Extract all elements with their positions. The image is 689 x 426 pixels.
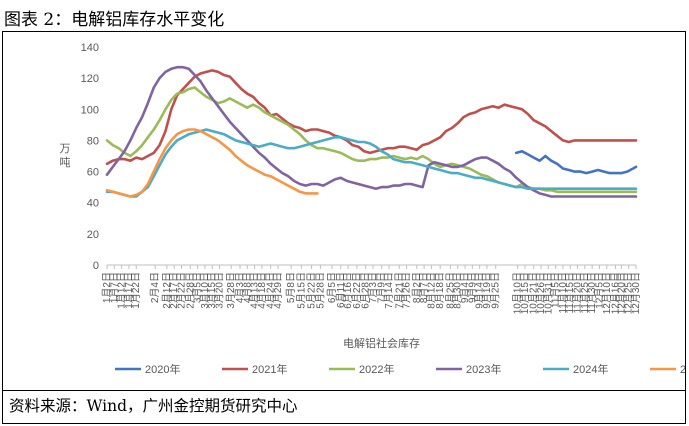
y-axis-label-2: 吨	[60, 156, 71, 169]
series-line-2023年	[105, 65, 638, 198]
figure-title: 图表 2：电解铝库存水平变化	[4, 10, 225, 30]
x-tick-label: 3月15日	[206, 272, 218, 309]
x-tick-label: 6月28日	[360, 272, 372, 309]
x-tick-label: 8月12日	[425, 272, 437, 309]
y-tick-label: 60	[87, 167, 99, 179]
x-tick-label: 10月26日	[535, 272, 547, 314]
x-tick-label: 3月10日	[199, 272, 211, 309]
x-tick-label: 6月22日	[351, 272, 363, 309]
x-tick-label: 11月30日	[586, 272, 598, 314]
x-tick-label: 4月24日	[265, 272, 277, 309]
x-tick-label: 8月30日	[452, 272, 464, 309]
x-tick-label: 6月11日	[335, 272, 347, 308]
series-lines	[105, 65, 638, 198]
x-tick-label: 5月8日	[285, 272, 297, 303]
y-tick-label: 40	[87, 198, 99, 210]
x-tick-label: 11月5日	[550, 272, 562, 308]
x-tick-label: 4月29日	[272, 272, 284, 309]
x-tick-label: 1月2日	[101, 272, 113, 303]
x-tick-label: 12月30日	[630, 272, 642, 314]
x-tick-label: 2月4日	[149, 272, 161, 303]
x-tick-label: 10月31日	[542, 272, 554, 314]
x-tick-label: 9月14日	[474, 272, 486, 309]
x-tick-label: 11月10日	[557, 272, 569, 314]
legend: 2020年 2021年 2022年 2023年 2024年 2025年	[115, 362, 685, 376]
x-tick-label: 12月25日	[623, 272, 635, 314]
x-tick-label: 4月3日	[234, 272, 246, 303]
x-tick-label: 8月25日	[444, 272, 456, 309]
legend-label: 2024年	[573, 362, 608, 376]
series-line-2024年	[105, 128, 638, 198]
y-axis-ticks: 0 20 40 60 80 100 120 140	[81, 42, 99, 272]
series-line-2025年	[105, 128, 319, 198]
x-axis-label: 电解铝社会库存	[343, 336, 420, 350]
x-tick-label: 12月10日	[601, 272, 613, 314]
x-tick-label: 2月17日	[168, 272, 180, 309]
x-tick-label: 10月15日	[519, 272, 531, 314]
x-tick-label: 5月28日	[314, 272, 326, 309]
x-tick-label: 12月20日	[615, 272, 627, 314]
legend-label: 2021年	[252, 362, 287, 376]
x-tick-label: 4月13日	[249, 272, 261, 309]
x-tick-label: 9月25日	[490, 272, 502, 309]
chart-frame: 0 20 40 60 80 100 120 140 1月2日 1月7日 1月12日 1月17日 1月2…	[2, 31, 686, 391]
y-tick-label: 120	[81, 73, 99, 85]
x-tick-label: 10月21日	[528, 272, 540, 314]
x-tick-label: 5月15日	[295, 272, 307, 309]
x-tick-label: 1月17日	[123, 272, 135, 309]
x-tick-label: 2月22日	[176, 272, 188, 309]
x-tick-label: 7月21日	[393, 272, 405, 309]
x-tick-label: 3月5日	[192, 272, 204, 303]
y-axis-label-1: 万	[60, 143, 71, 155]
y-tick-label: 80	[87, 135, 99, 147]
x-tick-label: 11月15日	[564, 272, 576, 314]
x-tick-label: 11月25日	[579, 272, 591, 314]
x-tick-label: 8月2日	[411, 272, 423, 303]
x-tick-label: 6月16日	[342, 272, 354, 309]
x-tick-label: 9月9日	[466, 272, 478, 303]
legend-label: 2022年	[359, 362, 394, 376]
legend-label: 2025年	[680, 362, 685, 376]
x-tick-label: 1月12日	[116, 272, 128, 309]
x-tick-label: 1月22日	[130, 272, 142, 309]
x-tick-label: 7月14日	[383, 272, 395, 309]
series-line-2020年	[514, 150, 638, 175]
line-chart: 0 20 40 60 80 100 120 140 1月2日1月7日1月12日1月17日1月2…	[60, 42, 686, 376]
x-tick-label: 7月3日	[367, 272, 379, 303]
x-tick-label: 2月28日	[184, 272, 196, 309]
x-tick-label: 10月10日	[512, 272, 524, 314]
x-tick-label: 5月22日	[306, 272, 318, 309]
x-tick-label: 3月20日	[214, 272, 226, 309]
y-tick-label: 100	[81, 104, 99, 116]
x-tick-label: 9月19日	[481, 272, 493, 309]
x-tick-label: 7月26日	[401, 272, 413, 309]
x-tick-label: 12月16日	[610, 272, 622, 314]
x-tick-label: 3月28日	[225, 272, 237, 309]
x-tick-label: 8月18日	[434, 272, 446, 309]
legend-label: 2020年	[145, 362, 180, 376]
y-tick-label: 20	[87, 229, 99, 241]
y-tick-label: 0	[93, 260, 99, 272]
series-line-2021年	[105, 69, 638, 166]
series-line-2022年	[105, 86, 638, 194]
x-tick-label: 1月7日	[108, 272, 120, 303]
x-tick-label: 9月4日	[459, 272, 471, 303]
x-tick-label: 11月20日	[572, 272, 584, 314]
y-tick-label: 140	[81, 42, 99, 54]
source-note: 资料来源：Wind，广州金控期货研究中心	[2, 391, 686, 424]
x-tick-label: 7月9日	[376, 272, 388, 303]
legend-label: 2023年	[466, 362, 501, 376]
x-tick-label: 4月18日	[256, 272, 268, 309]
x-tick-label: 12月5日	[593, 272, 605, 309]
x-tick-label: 8月7日	[418, 272, 430, 303]
x-tick-label: 6月5日	[326, 272, 338, 303]
x-tick-label: 4月8日	[241, 272, 253, 303]
x-tick-label: 2月12日	[161, 272, 173, 309]
